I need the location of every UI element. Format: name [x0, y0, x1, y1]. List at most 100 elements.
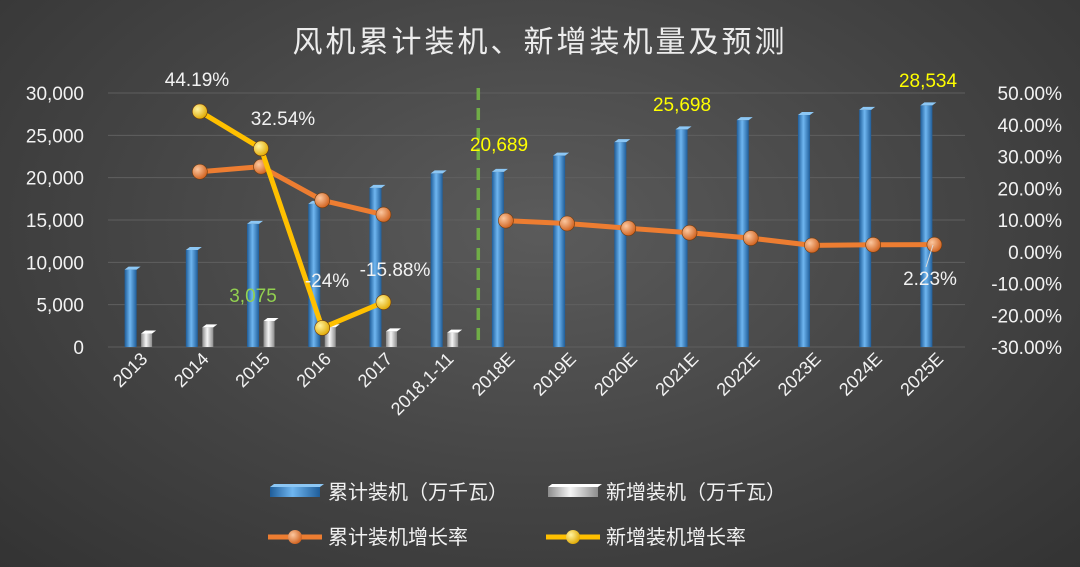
cumulative-growth-line [505, 218, 935, 248]
y-right-tick-label: -30.00% [991, 338, 1062, 359]
y-left-tick-label: 0 [73, 338, 84, 359]
bar-new-top [141, 330, 157, 334]
y-left-tick-label: 30,000 [26, 84, 84, 105]
legend-swatch-bar-top [548, 484, 602, 487]
cumulative-growth-point [742, 230, 759, 246]
legend-label: 累计装机增长率 [328, 525, 468, 549]
x-tick-label: 2017 [354, 349, 396, 391]
bar-cumulative [797, 115, 810, 347]
bar-cumulative [553, 155, 566, 347]
bar-cumulative-top [675, 126, 692, 130]
data-label: 20,689 [470, 135, 528, 156]
y-left-tick-label: 15,000 [26, 211, 84, 232]
x-tick-label: 2018E [468, 349, 519, 400]
bar-new-top [202, 324, 218, 328]
legend-swatch-marker [288, 530, 302, 544]
cumulative-growth-point [192, 163, 208, 180]
cumulative-growth-point [375, 206, 392, 223]
lines-layer [192, 103, 943, 336]
data-label: 2.23% [903, 269, 957, 290]
y-right-tick-label: -10.00% [991, 275, 1062, 296]
legend-swatch-marker [566, 530, 580, 544]
legend-label: 新增装机（万千瓦） [606, 480, 786, 504]
cumulative-growth-point [498, 212, 514, 229]
bar-cumulative [491, 171, 504, 347]
bar-cumulative-top [369, 184, 386, 188]
legend-item: 新增装机增长率 [546, 525, 746, 549]
y-right-tick-label: 40.00% [998, 116, 1063, 137]
data-label: 32.54% [251, 109, 316, 130]
legend: 累计装机（万千瓦） 新增装机（万千瓦） 累计装机增长率 新增装机增长率 [268, 480, 786, 549]
cumulative-growth-point [559, 215, 575, 232]
new-growth-point [314, 320, 331, 336]
x-tick-label: 2025E [896, 349, 947, 400]
x-tick-label: 2020E [590, 349, 641, 400]
new-growth-point [192, 103, 208, 120]
bar-cumulative [736, 120, 749, 348]
bar-new-top [385, 328, 401, 332]
bar-new-top [263, 317, 279, 321]
bar-cumulative [920, 105, 933, 347]
bar-new [447, 332, 459, 347]
legend-label: 累计装机（万千瓦） [328, 480, 508, 504]
data-label: 25,698 [653, 95, 711, 116]
bar-cumulative-top [124, 266, 141, 270]
bar-cumulative [614, 142, 627, 347]
bars-layer [124, 102, 937, 348]
bar-new [141, 333, 153, 347]
legend-swatch-bar [548, 487, 598, 497]
y-axis-right: -30.00% -20.00% -10.00% 0.00% 10.00% 20.00% 30… [991, 84, 1062, 359]
x-tick-label: 2018.1-11 [387, 349, 458, 420]
new-growth-point [253, 140, 269, 157]
bar-cumulative-top [491, 168, 508, 172]
cumulative-growth-point [314, 192, 331, 209]
legend-swatch-bar-top [270, 484, 324, 487]
y-left-tick-label: 10,000 [26, 253, 84, 274]
cumulative-growth-point [926, 236, 943, 253]
bar-cumulative-top [797, 112, 814, 116]
x-tick-label: 2015 [231, 349, 273, 391]
bar-new [202, 327, 214, 347]
bar-new [263, 320, 275, 347]
y-right-tick-label: 0.00% [1008, 243, 1062, 264]
cumulative-growth-line [199, 164, 385, 218]
leader-line-2-23 [925, 244, 934, 268]
bar-cumulative [675, 129, 688, 347]
bar-cumulative [124, 269, 137, 347]
bar-cumulative [430, 173, 443, 347]
y-axis-left: 0 5,000 10,000 15,000 20,000 25,000 30,000 [26, 84, 84, 359]
bar-cumulative-top [920, 102, 937, 106]
annotation-layer: 44.19% 32.54% 3,075 -24% -15.88% 20,689 25,698… [165, 70, 958, 307]
legend-swatch-bar [270, 487, 320, 497]
x-tick-label: 2013 [109, 349, 151, 391]
new-growth-line [198, 109, 385, 331]
data-label: 28,534 [899, 71, 958, 92]
data-label: -15.88% [360, 260, 431, 281]
cumulative-growth-point [865, 236, 881, 253]
bar-cumulative [859, 109, 872, 347]
bar-cumulative-top [859, 106, 876, 110]
bar-cumulative [185, 249, 198, 347]
legend-item: 累计装机（万千瓦） [270, 480, 508, 504]
y-right-tick-label: 10.00% [998, 211, 1063, 232]
x-tick-label: 2024E [835, 349, 886, 400]
bar-cumulative-top [553, 152, 570, 156]
y-left-tick-label: 25,000 [26, 126, 84, 147]
y-left-tick-label: 5,000 [36, 296, 84, 317]
y-right-tick-label: 20.00% [998, 179, 1063, 200]
cumulative-growth-point [681, 224, 698, 241]
bar-cumulative-top [430, 170, 447, 174]
bar-cumulative-top [247, 220, 264, 224]
bar-new [324, 327, 336, 347]
x-tick-label: 2022E [713, 349, 764, 400]
legend-label: 新增装机增长率 [606, 525, 746, 549]
y-right-tick-label: 50.00% [998, 84, 1063, 105]
x-tick-label: 2021E [651, 349, 702, 400]
legend-item: 累计装机增长率 [268, 525, 468, 549]
y-right-tick-label: -20.00% [991, 306, 1062, 327]
data-label: 44.19% [165, 70, 230, 91]
x-tick-label: 2019E [529, 349, 580, 400]
bar-cumulative-top [185, 246, 202, 250]
